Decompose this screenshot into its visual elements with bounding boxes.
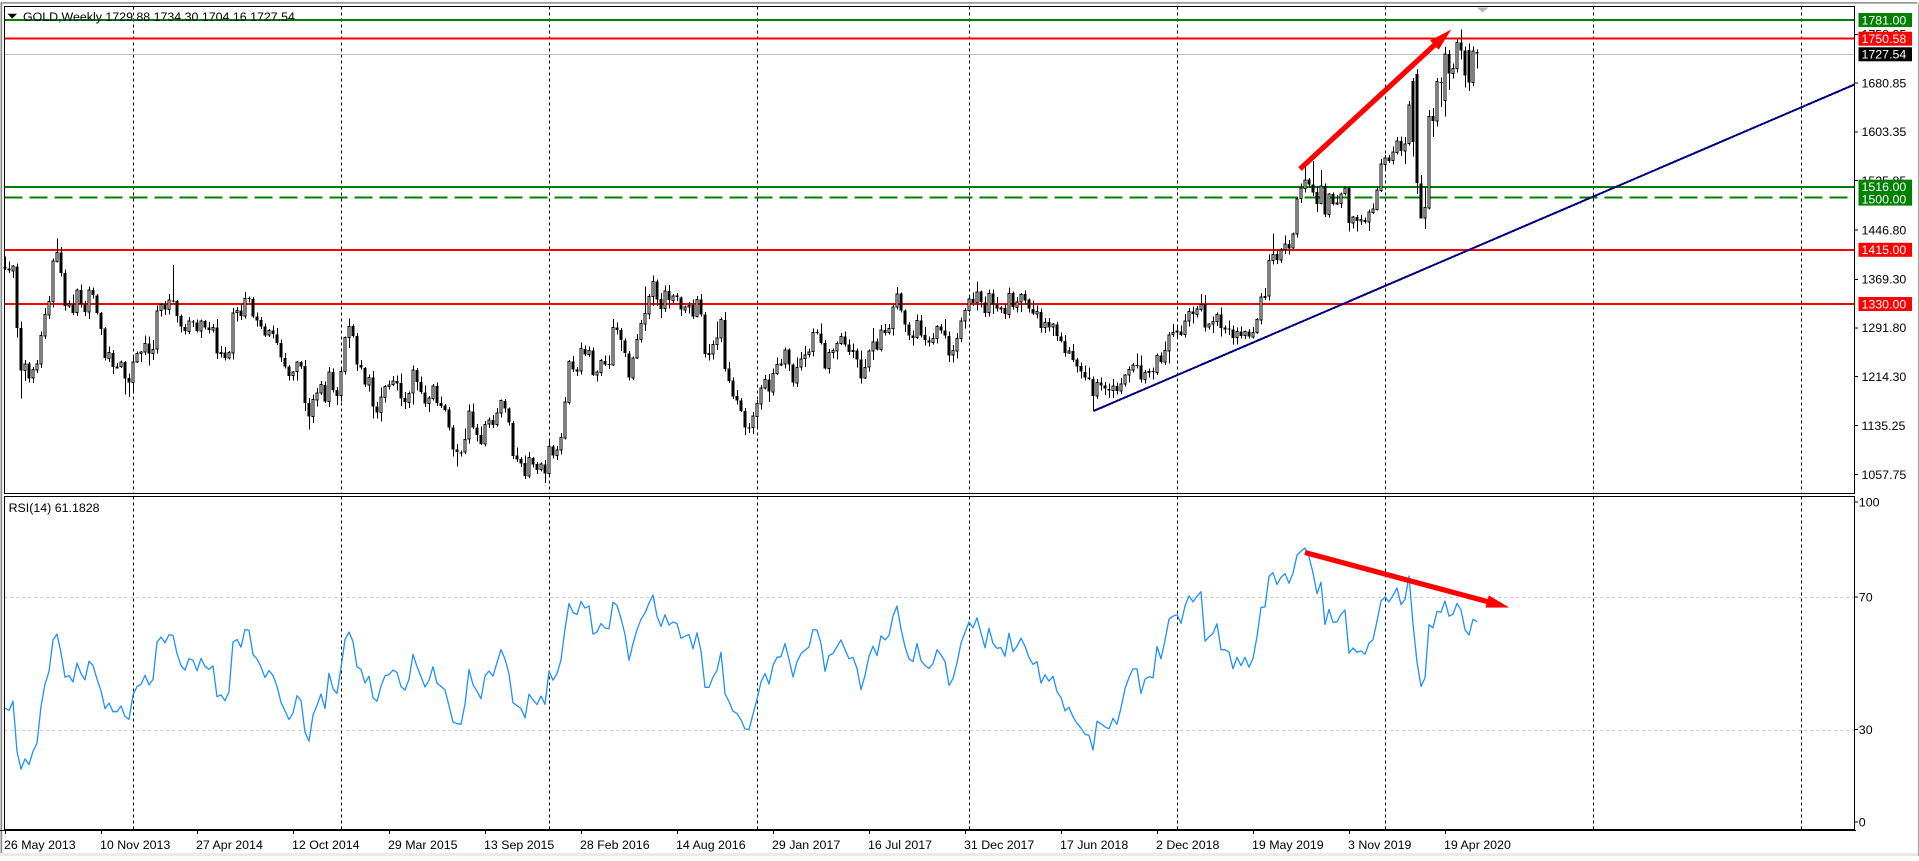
svg-text:26 May 2013: 26 May 2013 (4, 838, 76, 852)
svg-text:100: 100 (1859, 496, 1880, 510)
svg-text:1415.00: 1415.00 (1862, 243, 1907, 257)
svg-text:1500.00: 1500.00 (1862, 192, 1907, 206)
svg-text:14 Aug 2016: 14 Aug 2016 (676, 838, 746, 852)
svg-text:10 Nov 2013: 10 Nov 2013 (100, 838, 170, 852)
svg-text:1446.80: 1446.80 (1862, 224, 1907, 238)
svg-text:1369.30: 1369.30 (1862, 273, 1907, 287)
svg-text:1781.00: 1781.00 (1862, 13, 1907, 27)
svg-text:1603.35: 1603.35 (1862, 125, 1907, 139)
svg-text:31 Dec 2017: 31 Dec 2017 (964, 838, 1034, 852)
svg-text:19 Apr 2020: 19 Apr 2020 (1444, 838, 1511, 852)
svg-text:1750.58: 1750.58 (1862, 32, 1907, 46)
svg-text:2 Dec 2018: 2 Dec 2018 (1156, 838, 1219, 852)
svg-text:17 Jun 2018: 17 Jun 2018 (1060, 838, 1128, 852)
svg-text:1330.00: 1330.00 (1862, 297, 1907, 311)
svg-text:12 Oct 2014: 12 Oct 2014 (292, 838, 360, 852)
svg-text:1214.30: 1214.30 (1862, 370, 1907, 384)
svg-text:1057.75: 1057.75 (1862, 468, 1907, 482)
svg-text:1680.85: 1680.85 (1862, 76, 1907, 90)
svg-text:16 Jul 2017: 16 Jul 2017 (868, 838, 932, 852)
svg-text:19 May 2019: 19 May 2019 (1252, 838, 1324, 852)
svg-text:0: 0 (1859, 815, 1866, 829)
svg-text:28 Feb 2016: 28 Feb 2016 (580, 838, 650, 852)
svg-text:3 Nov 2019: 3 Nov 2019 (1348, 838, 1411, 852)
svg-text:1727.54: 1727.54 (1862, 48, 1907, 62)
svg-text:1135.25: 1135.25 (1862, 419, 1906, 433)
svg-text:29 Jan 2017: 29 Jan 2017 (772, 838, 840, 852)
svg-text:1291.80: 1291.80 (1862, 321, 1907, 335)
svg-text:70: 70 (1859, 590, 1873, 604)
svg-text:29 Mar 2015: 29 Mar 2015 (388, 838, 458, 852)
svg-text:GOLD,Weekly 1729.88 1734.30 17: GOLD,Weekly 1729.88 1734.30 1704.16 1727… (23, 10, 295, 24)
svg-text:30: 30 (1859, 723, 1873, 737)
svg-text:27 Apr 2014: 27 Apr 2014 (196, 838, 263, 852)
svg-text:13 Sep 2015: 13 Sep 2015 (484, 838, 554, 852)
svg-text:RSI(14) 61.1828: RSI(14) 61.1828 (9, 501, 100, 515)
svg-text:1516.00: 1516.00 (1862, 180, 1907, 194)
